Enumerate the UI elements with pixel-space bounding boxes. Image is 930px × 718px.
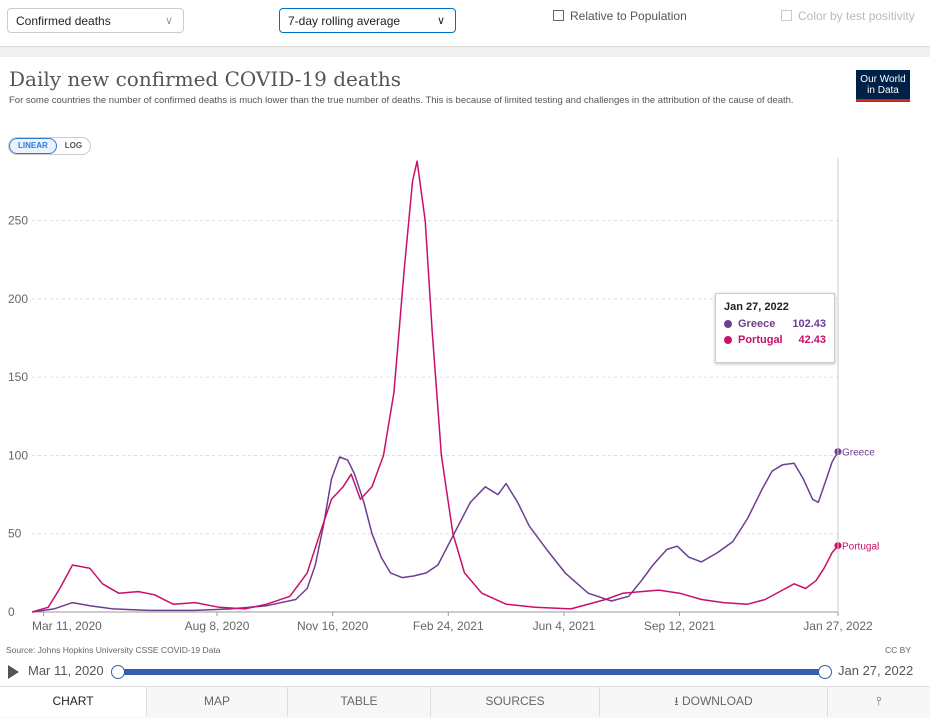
checkbox-icon [553, 10, 564, 21]
interval-select[interactable]: 7-day rolling average ∨ [279, 8, 456, 33]
x-tick-label: Jan 27, 2022 [803, 619, 873, 633]
tooltip-date: Jan 27, 2022 [724, 301, 789, 313]
tooltip-series-value: 102.43 [792, 318, 826, 330]
chevron-down-icon: ∨ [164, 15, 173, 27]
tooltip-series-name: Portugal [738, 334, 783, 346]
x-tick-label: Sep 12, 2021 [644, 619, 716, 633]
chart-subtitle: For some countries the number of confirm… [9, 95, 794, 106]
logo-line-2: in Data [867, 85, 899, 96]
tooltip-series-value: 42.43 [798, 334, 826, 346]
chart-tooltip: Jan 27, 2022 Greece 102.43 Portugal 42.4… [715, 293, 835, 363]
metric-select[interactable]: Confirmed deaths ∨ [7, 8, 184, 33]
tab-sources[interactable]: SOURCES [431, 687, 600, 717]
y-tick-label: 250 [8, 214, 28, 228]
timeline: Mar 11, 2020 Jan 27, 2022 [0, 659, 930, 684]
chart-card: Daily new confirmed COVID-19 deaths For … [0, 57, 930, 717]
interval-select-label: 7-day rolling average [288, 14, 401, 28]
series-label-greece: Greece [842, 448, 875, 459]
legend-dot-icon [724, 320, 732, 328]
tab-map[interactable]: MAP [147, 687, 288, 717]
color-by-positivity-checkbox: Color by test positivity [781, 9, 915, 23]
tab-download[interactable]: ⭳ DOWNLOAD [600, 687, 828, 717]
x-tick-label: Nov 16, 2020 [297, 619, 369, 633]
play-icon[interactable] [8, 665, 19, 679]
owid-logo[interactable]: Our World in Data [856, 70, 910, 102]
series-label-portugal: Portugal [842, 542, 879, 553]
timeline-track[interactable] [117, 669, 824, 675]
controls-bar: Confirmed deaths ∨ 7-day rolling average… [0, 0, 930, 47]
series-line-portugal [31, 160, 839, 613]
x-tick-label: Jun 4, 2021 [533, 619, 596, 633]
chevron-down-icon: ∨ [436, 15, 445, 27]
y-tick-label: 50 [8, 527, 22, 541]
metric-select-label: Confirmed deaths [16, 14, 111, 28]
log-scale-button[interactable]: LOG [64, 141, 83, 150]
y-tick-label: 100 [8, 448, 28, 462]
series-line-greece [31, 451, 839, 613]
y-tick-label: 0 [8, 605, 15, 619]
legend-dot-icon [724, 336, 732, 344]
timeline-end-label: Jan 27, 2022 [838, 663, 914, 678]
tooltip-row-greece: Greece 102.43 [724, 316, 826, 332]
y-tick-label: 200 [8, 292, 28, 306]
tab-bar: CHART MAP TABLE SOURCES ⭳ DOWNLOAD ⫯ [0, 686, 930, 718]
timeline-start-label: Mar 11, 2020 [28, 663, 104, 678]
source-note[interactable]: Source: Johns Hopkins University CSSE CO… [6, 645, 221, 655]
chart-title: Daily new confirmed COVID-19 deaths [9, 67, 401, 91]
share-button[interactable]: ⫯ [828, 687, 930, 717]
x-tick-label: Mar 11, 2020 [32, 619, 102, 633]
tooltip-series-name: Greece [738, 318, 776, 330]
license-link[interactable]: CC BY [885, 645, 911, 655]
relative-to-population-checkbox[interactable]: Relative to Population [553, 9, 687, 23]
timeline-start-handle[interactable] [111, 665, 125, 679]
checkbox-icon [781, 10, 792, 21]
color-label: Color by test positivity [798, 9, 915, 23]
download-icon: ⭳ [674, 694, 679, 708]
logo-line-1: Our World [860, 74, 906, 85]
y-tick-label: 150 [8, 370, 28, 384]
x-tick-label: Aug 8, 2020 [185, 619, 250, 633]
x-tick-label: Feb 24, 2021 [413, 619, 484, 633]
share-icon: ⫯ [876, 694, 882, 708]
scale-toggle: LINEAR LOG [8, 137, 92, 155]
tab-table[interactable]: TABLE [288, 687, 431, 717]
timeline-end-handle[interactable] [818, 665, 832, 679]
tab-chart[interactable]: CHART [0, 687, 147, 717]
tooltip-row-portugal: Portugal 42.43 [724, 332, 826, 348]
tab-download-label: DOWNLOAD [681, 694, 753, 708]
relative-label: Relative to Population [570, 9, 687, 23]
linear-scale-button[interactable]: LINEAR [9, 138, 57, 154]
